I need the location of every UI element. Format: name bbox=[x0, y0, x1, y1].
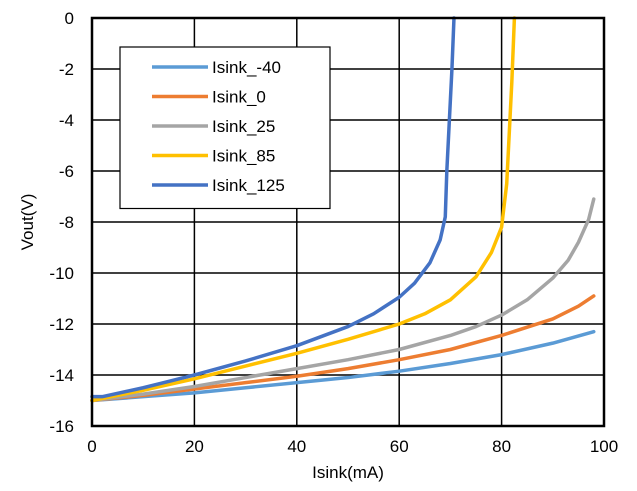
y-tick-label: -8 bbox=[59, 213, 74, 232]
x-axis-label: Isink(mA) bbox=[312, 463, 384, 482]
x-tick-label: 100 bbox=[590, 437, 618, 456]
legend: Isink_-40 Isink_0 Isink_25 Isink_85 Isink_12… bbox=[119, 46, 331, 210]
x-tick-label: 40 bbox=[287, 437, 306, 456]
x-tick-label: 60 bbox=[390, 437, 409, 456]
x-tick-label: 20 bbox=[185, 437, 204, 456]
y-tick-label: -16 bbox=[49, 417, 74, 436]
series-lines bbox=[90, 16, 596, 403]
legend-label: Isink_125 bbox=[212, 176, 285, 195]
tick-labels: 0 20 40 60 80 100 0 -2 -4 -6 -8 -10 -12 -14 -16 bbox=[49, 9, 618, 456]
legend-label: Isink_-40 bbox=[212, 58, 281, 77]
legend-label: Isink_0 bbox=[212, 88, 266, 107]
x-tick-label: 80 bbox=[492, 437, 511, 456]
plot-area-frame bbox=[90, 16, 606, 428]
legend-label: Isink_25 bbox=[212, 117, 275, 136]
y-axis-label: Vout(V) bbox=[18, 194, 37, 251]
series-line-0 bbox=[90, 329, 596, 403]
series-line-3 bbox=[90, 16, 517, 403]
x-tick-label: 0 bbox=[87, 437, 96, 456]
series-line-2 bbox=[90, 197, 596, 403]
y-tick-label: -2 bbox=[59, 60, 74, 79]
y-tick-label: -6 bbox=[59, 162, 74, 181]
legend-label: Isink_85 bbox=[212, 147, 275, 166]
y-tick-label: 0 bbox=[65, 9, 74, 28]
y-tick-label: -10 bbox=[49, 264, 74, 283]
y-tick-label: -12 bbox=[49, 315, 74, 334]
y-tick-label: -4 bbox=[59, 111, 74, 130]
series-line-1 bbox=[90, 294, 596, 403]
y-tick-label: -14 bbox=[49, 366, 74, 385]
series-line-4 bbox=[90, 16, 456, 399]
